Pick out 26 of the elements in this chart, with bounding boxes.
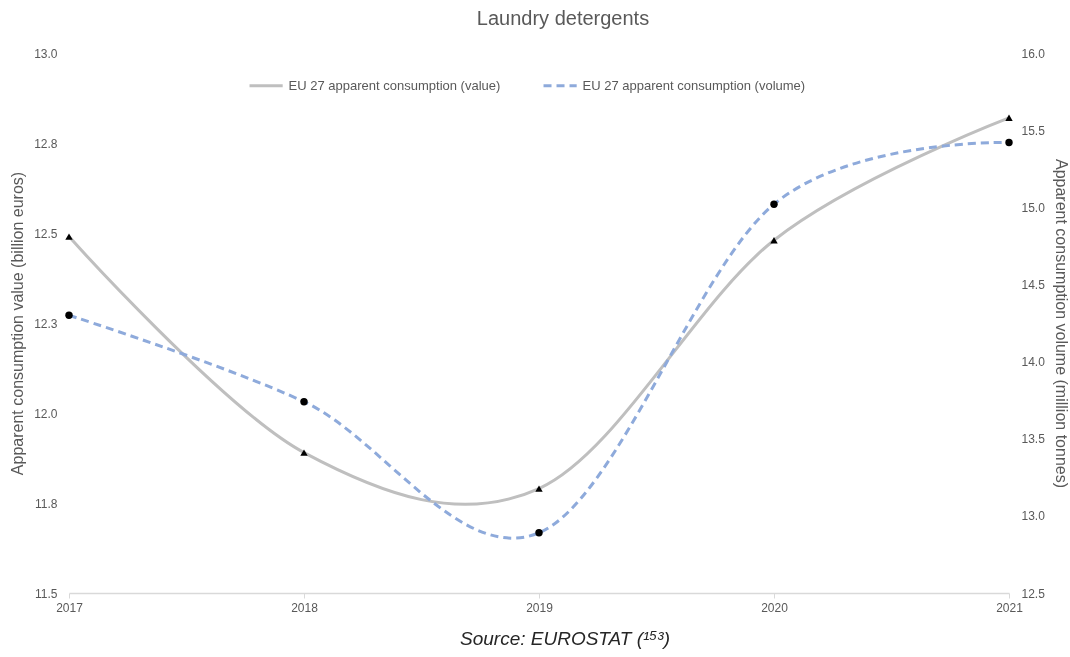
x-tick-label: 2019 [526,600,554,615]
y-tick-label: 13.0 [34,46,58,61]
y-axis-title: Apparent consumption value (billion euros) [9,171,27,476]
x-tick-label: 2020 [761,600,789,615]
y2-tick-label: 13.5 [1021,432,1046,447]
y2-tick-label: 15.5 [1021,123,1046,138]
x-tick-label: 2021 [996,600,1024,615]
y-tick-label: 11.5 [35,586,58,601]
legend-label: EU 27 apparent consumption (value) [288,77,501,93]
y-tick-label: 12.0 [34,406,58,421]
y2-tick-label: 14.5 [1021,277,1046,292]
y2-tick-label: 12.5 [1021,586,1046,601]
y-tick-label: 11.8 [35,496,58,511]
y2-tick-label: 16.0 [1021,46,1046,61]
y2-tick-label: 15.0 [1021,200,1046,215]
x-tick-label: 2018 [291,600,319,615]
legend-label: EU 27 apparent consumption (volume) [582,77,806,93]
chart-title: Laundry detergents [476,7,650,29]
y-tick-label: 12.3 [34,316,58,331]
y-tick-label: 12.5 [34,226,58,241]
x-tick-label: 2017 [56,600,84,615]
y2-tick-label: 14.0 [1021,355,1046,370]
source-note: Source: EUROSTAT (¹⁵³) [460,628,670,650]
y-tick-label: 12.8 [34,136,58,151]
y2-tick-label: 13.0 [1021,509,1046,524]
y2-axis-title: Apparent consumption volume (million tonnes) [1052,158,1070,489]
